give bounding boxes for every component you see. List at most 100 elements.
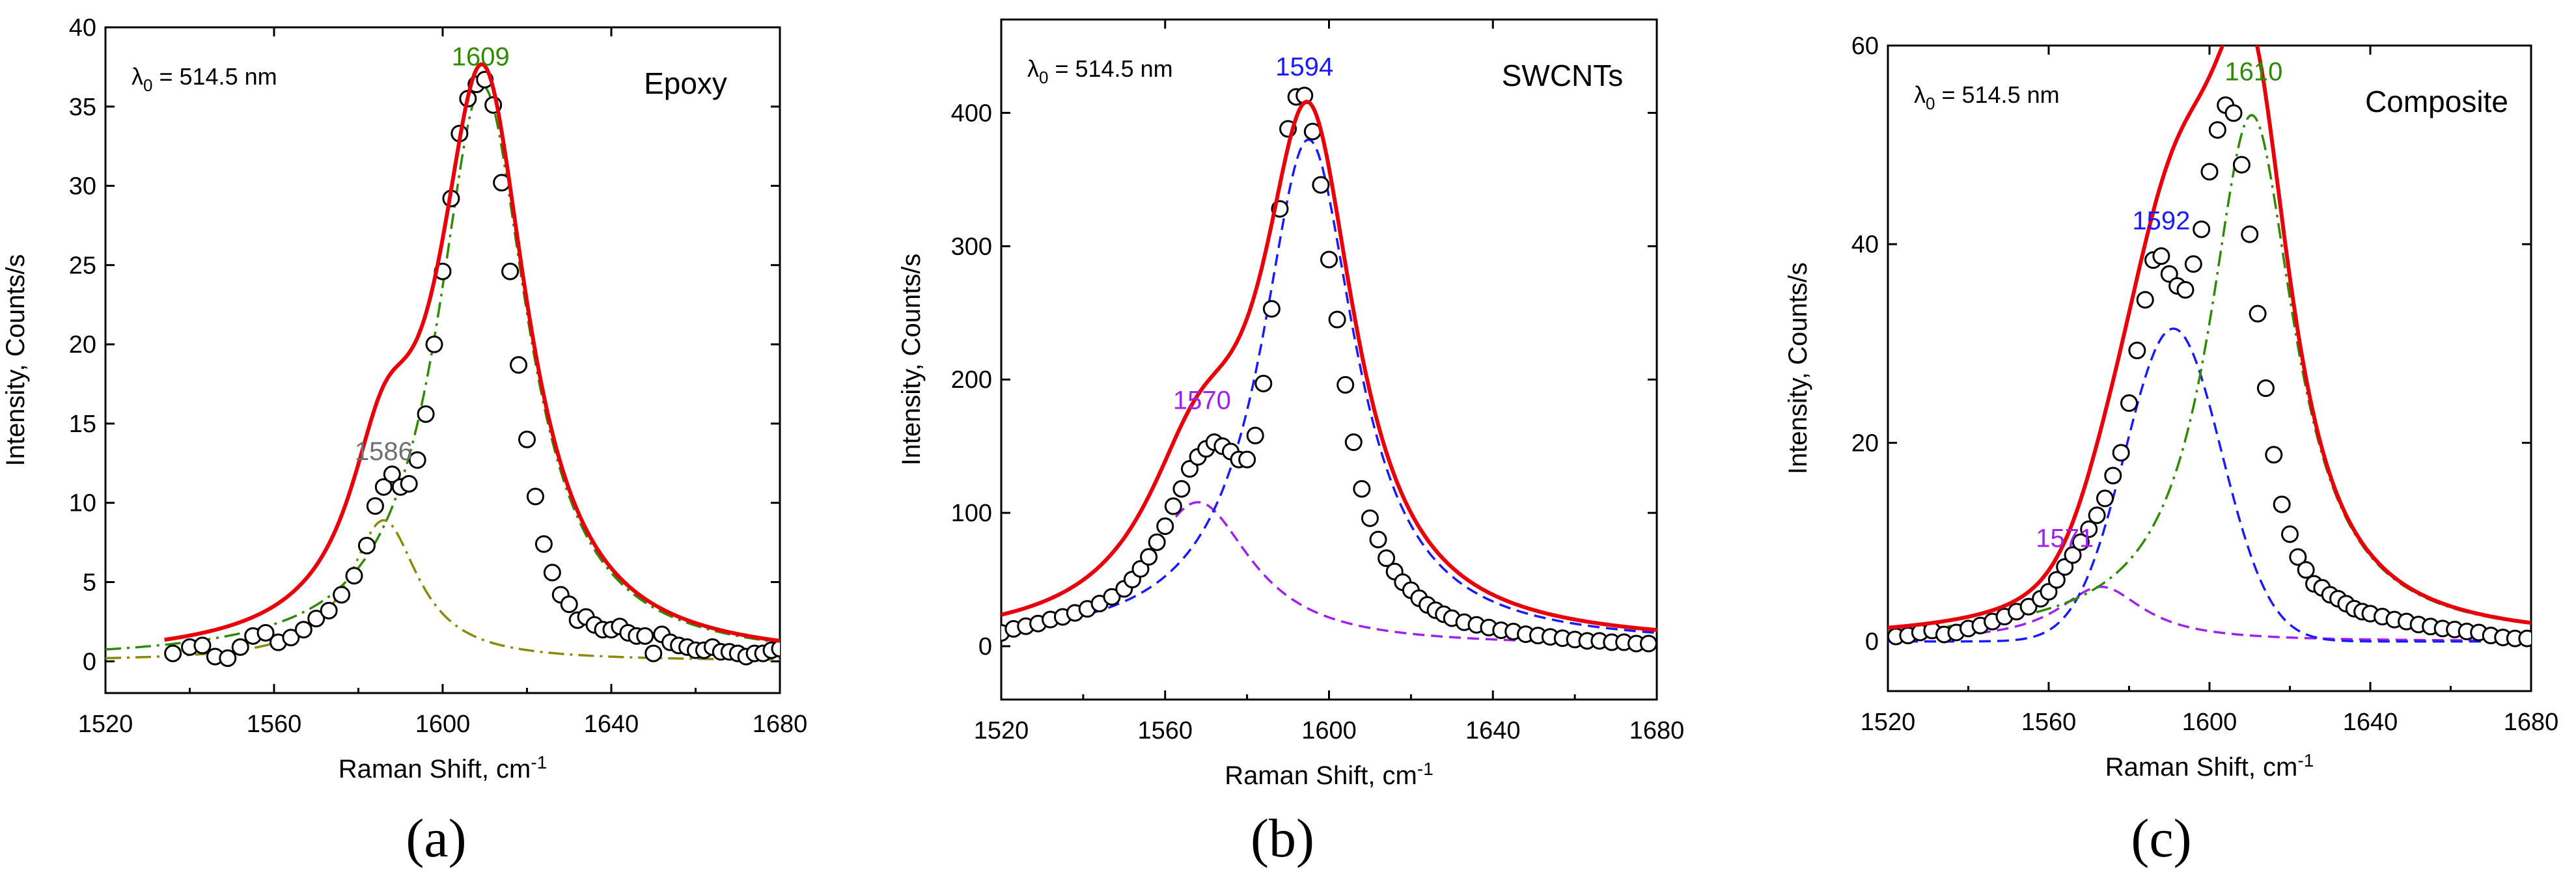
- curves: [105, 62, 780, 667]
- panel-title: SWCNTs: [1502, 59, 1624, 92]
- fit-curve: [1888, 46, 2531, 630]
- data-point: [2281, 525, 2299, 543]
- component-curve-1610: [1888, 113, 2531, 633]
- data-point: [510, 356, 528, 374]
- data-point: [501, 262, 519, 280]
- data-point: [2249, 305, 2267, 323]
- x-axis-label: Raman Shift, cm-1: [339, 752, 547, 783]
- data-point: [2184, 255, 2202, 273]
- data-point: [1148, 533, 1166, 551]
- x-tick-label: 1520: [78, 711, 133, 738]
- data-point: [2152, 247, 2170, 266]
- x-axis-label: Raman Shift, cm-1: [1225, 759, 1433, 790]
- panel-title: Epoxy: [644, 66, 727, 100]
- data-point: [2128, 342, 2146, 360]
- panel-title: Composite: [2365, 85, 2508, 118]
- y-tick-label: 40: [1851, 231, 1879, 258]
- data-point: [164, 644, 182, 662]
- data-point: [345, 567, 363, 585]
- data-point: [425, 335, 443, 353]
- data-point: [2056, 558, 2074, 576]
- data-point: [1131, 560, 1150, 578]
- data-point: [1246, 426, 1264, 444]
- fit-curve: [164, 62, 780, 643]
- y-axis-label: Intensity, Counts/s: [897, 253, 926, 465]
- data-point: [543, 564, 561, 582]
- x-tick-label: 1600: [2182, 709, 2237, 736]
- x-tick-label: 1680: [1629, 717, 1685, 744]
- data-point: [2080, 520, 2098, 538]
- peak-label-1594: 1594: [1275, 53, 1333, 81]
- data-point: [1361, 509, 1379, 527]
- data-point: [1328, 310, 1346, 329]
- x-tick-label: 1640: [1465, 717, 1521, 744]
- data-point: [2193, 220, 2211, 238]
- data-point: [193, 636, 212, 655]
- data-point: [1320, 251, 1338, 269]
- peak-label-1609: 1609: [452, 42, 510, 71]
- y-tick-label: 200: [951, 366, 992, 394]
- data-point: [1353, 480, 1371, 498]
- component-curve-1594: [1001, 138, 1657, 634]
- data-point: [644, 644, 663, 662]
- y-tick-label: 10: [69, 490, 96, 517]
- data-point: [1378, 549, 1396, 567]
- data-point: [518, 430, 536, 448]
- x-tick-label: 1680: [2504, 709, 2559, 736]
- data-point: [1181, 460, 1199, 478]
- x-axis-label: Raman Shift, cm-1: [2105, 750, 2314, 782]
- data-point: [2200, 163, 2219, 181]
- component-curve-1592: [1888, 327, 2531, 643]
- data-point: [2040, 582, 2058, 601]
- y-tick-label: 60: [1851, 33, 1879, 60]
- peak-label-1571: 1571: [2036, 524, 2094, 553]
- data-point: [1336, 375, 1355, 394]
- data-point: [1172, 480, 1191, 498]
- x-tick-label: 1520: [974, 717, 1029, 744]
- x-tick-label: 1640: [584, 711, 639, 738]
- x-tick-label: 1680: [753, 711, 808, 738]
- data-point: [2088, 506, 2106, 524]
- curves: [1888, 46, 2531, 647]
- y-tick-label: 100: [951, 500, 992, 527]
- peak-label-1592: 1592: [2132, 206, 2190, 235]
- data-point: [2224, 104, 2243, 122]
- laser-wavelength-annotation: λ0 = 514.5 nm: [1914, 81, 2060, 113]
- y-tick-label: 0: [978, 633, 992, 660]
- y-tick-label: 35: [69, 94, 96, 121]
- component-curve-1570: [1001, 500, 1657, 645]
- x-tick-label: 1600: [1301, 717, 1357, 744]
- data-point: [400, 474, 418, 493]
- data-point: [2273, 495, 2291, 513]
- data-point: [1262, 300, 1281, 318]
- data-point: [560, 595, 578, 614]
- data-point: [366, 497, 384, 515]
- panel-label-c: (c): [2131, 808, 2192, 869]
- panel-label-b: (b): [1251, 808, 1314, 869]
- data-point: [2104, 467, 2122, 485]
- data-point: [1164, 497, 1182, 515]
- data-point: [2265, 446, 2283, 464]
- y-tick-label: 5: [83, 569, 96, 597]
- data-point: [1344, 433, 1363, 452]
- data-point: [1639, 634, 1657, 653]
- x-tick-label: 1560: [247, 711, 302, 738]
- panel-swcnts: 1520 1560 1600 1640 1680 0 100 200 300 400 Raman S…: [897, 18, 1685, 790]
- data-point: [636, 627, 654, 645]
- y-axis-label: Intensity, Counts/s: [1784, 262, 1812, 474]
- y-tick-label: 40: [69, 14, 96, 42]
- data-point: [357, 536, 376, 554]
- y-tick-label: 15: [69, 411, 96, 438]
- panel-label-a: (a): [406, 808, 467, 869]
- component-curve-1571: [1888, 586, 2531, 642]
- data-point: [2064, 546, 2082, 564]
- data-point: [1312, 176, 1330, 194]
- data-point: [2232, 156, 2251, 174]
- y-tick-label: 25: [69, 252, 96, 279]
- panel-epoxy: 1520 1560 1600 1640 16800510152025303540Rama…: [1, 14, 807, 783]
- data-point: [282, 629, 300, 647]
- data-point: [534, 535, 553, 553]
- curves: [1001, 87, 1657, 653]
- peak-label-1570: 1570: [1173, 386, 1231, 415]
